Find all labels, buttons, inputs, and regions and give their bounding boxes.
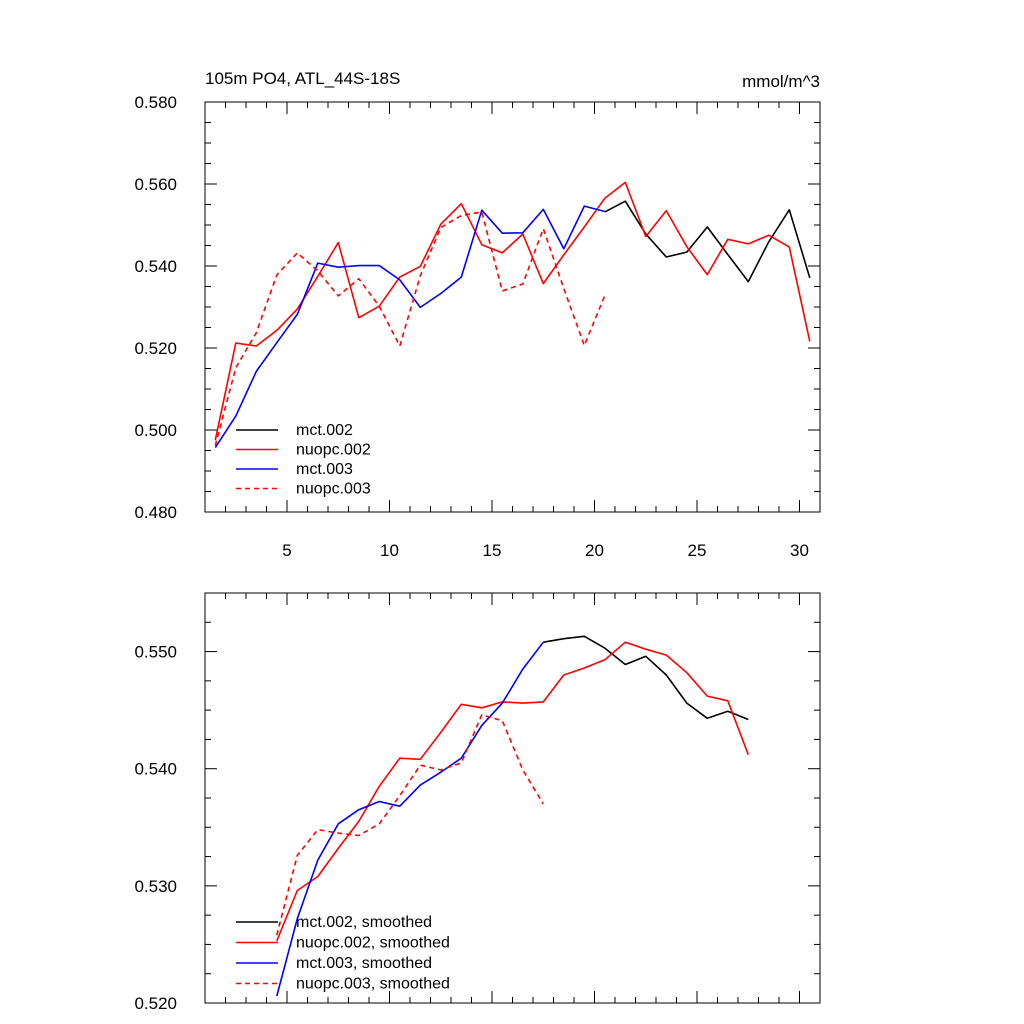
legend-label: mct.002 xyxy=(296,422,353,439)
y-tick-label: 0.540 xyxy=(134,760,177,779)
y-tick-label: 0.530 xyxy=(134,877,177,896)
series-line-mct-003-smoothed xyxy=(276,641,544,997)
chart-panel-2: 0.520 0.530 0.540 0.550 mct.002, smoothed nuo… xyxy=(134,592,821,1013)
x-tick-label: 20 xyxy=(585,541,604,560)
series-line-mct-003 xyxy=(214,205,606,449)
y-tick-label: 0.540 xyxy=(134,257,177,276)
x-tick-label: 10 xyxy=(380,541,399,560)
series-line-mct-002 xyxy=(604,200,811,283)
units-label: mmol/m^3 xyxy=(742,72,820,91)
x-tick-label: 15 xyxy=(483,541,502,560)
series-line-nuopc-002 xyxy=(214,181,811,441)
legend-label: nuopc.002, smoothed xyxy=(296,935,450,952)
series-line-nuopc-002-smoothed xyxy=(276,641,750,942)
legend: mct.002 nuopc.002 mct.003 nuopc.003 xyxy=(236,422,371,498)
legend: mct.002, smoothed nuopc.002, smoothed mct.… xyxy=(236,914,450,993)
legend-label: nuopc.003 xyxy=(296,481,371,498)
y-tick-label: 0.520 xyxy=(134,339,177,358)
legend-label: mct.003 xyxy=(296,461,353,478)
y-tick-label: 0.550 xyxy=(134,643,177,662)
series-line-nuopc-003 xyxy=(214,211,606,446)
x-tick-label: 25 xyxy=(688,541,707,560)
chart-panel-1: 5 10 15 20 25 30 0.480 0.500 0.520 0.540 0.560 0.58… xyxy=(134,69,821,560)
legend-label: nuopc.002 xyxy=(296,442,371,459)
y-tick-label: 0.560 xyxy=(134,175,177,194)
y-tick-label: 0.580 xyxy=(134,93,177,112)
x-tick-label: 5 xyxy=(282,541,291,560)
x-tick-label: 30 xyxy=(790,541,809,560)
chart-title: 105m PO4, ATL_44S-18S xyxy=(205,69,400,88)
legend-label: mct.003, smoothed xyxy=(296,955,432,972)
series-line-mct-002-smoothed xyxy=(543,635,749,721)
legend-label: nuopc.003, smoothed xyxy=(296,976,450,993)
y-tick-label: 0.520 xyxy=(134,994,177,1013)
y-tick-label: 0.500 xyxy=(134,421,177,440)
legend-label: mct.002, smoothed xyxy=(296,914,432,931)
y-tick-label: 0.480 xyxy=(134,503,177,522)
series-line-nuopc-003-smoothed xyxy=(276,713,544,936)
